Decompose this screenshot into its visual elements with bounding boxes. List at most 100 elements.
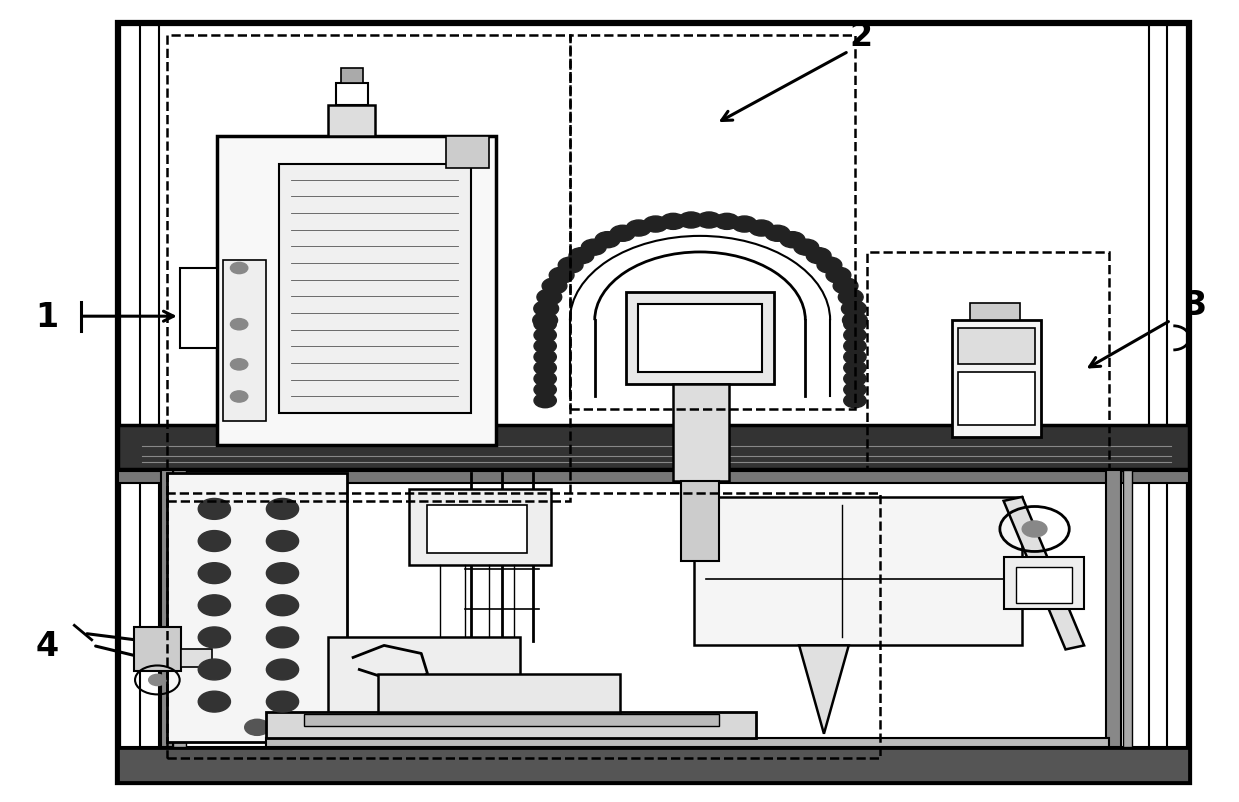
Circle shape (833, 278, 857, 294)
Circle shape (230, 263, 248, 274)
Circle shape (781, 233, 805, 249)
Bar (673, 385, 729, 481)
Bar (427, 505, 527, 553)
Circle shape (266, 563, 299, 584)
Circle shape (266, 691, 299, 712)
Circle shape (534, 301, 559, 317)
Circle shape (844, 372, 866, 387)
Circle shape (817, 257, 841, 273)
Circle shape (843, 313, 867, 329)
Bar (378, 674, 620, 712)
Bar (118, 425, 1189, 469)
Circle shape (595, 233, 620, 249)
Circle shape (839, 290, 864, 306)
Bar (180, 269, 217, 349)
Circle shape (266, 627, 299, 648)
Circle shape (844, 350, 866, 365)
Circle shape (732, 217, 757, 233)
Bar (867, 253, 1109, 469)
Circle shape (534, 361, 556, 375)
Bar (217, 136, 496, 445)
Circle shape (610, 226, 634, 242)
Bar (1123, 471, 1132, 747)
Circle shape (581, 240, 606, 256)
Circle shape (536, 290, 561, 306)
Circle shape (844, 318, 866, 332)
Bar (626, 293, 774, 385)
Circle shape (534, 383, 556, 397)
Bar (1106, 471, 1121, 747)
Circle shape (266, 595, 299, 616)
Bar (958, 329, 1035, 365)
Circle shape (198, 563, 230, 584)
Circle shape (559, 257, 584, 273)
Circle shape (1022, 521, 1047, 537)
Text: 3: 3 (1184, 288, 1207, 322)
Circle shape (245, 719, 270, 735)
Text: 4: 4 (36, 629, 58, 662)
Circle shape (549, 268, 574, 284)
Bar (173, 471, 186, 747)
Circle shape (844, 394, 866, 408)
Circle shape (534, 350, 556, 365)
Bar (266, 712, 756, 738)
Bar (134, 627, 181, 671)
Bar (304, 714, 719, 726)
Circle shape (198, 659, 230, 680)
Circle shape (534, 318, 556, 332)
Circle shape (534, 329, 556, 343)
Bar (328, 106, 375, 136)
Bar (1016, 567, 1072, 603)
Circle shape (266, 659, 299, 680)
Polygon shape (1004, 497, 1084, 650)
Bar (167, 36, 570, 501)
Bar (681, 481, 719, 561)
Circle shape (543, 278, 567, 294)
Bar (952, 321, 1041, 437)
Bar (336, 83, 368, 106)
Circle shape (715, 214, 740, 230)
Bar (570, 36, 855, 409)
Circle shape (534, 339, 556, 354)
Bar (341, 69, 363, 83)
Text: 1: 1 (36, 300, 58, 334)
Bar (328, 638, 520, 714)
Circle shape (807, 249, 831, 265)
Circle shape (844, 361, 866, 375)
Polygon shape (799, 646, 849, 734)
Bar (446, 136, 489, 168)
Bar (161, 471, 173, 747)
Circle shape (230, 319, 248, 330)
Bar (958, 373, 1035, 425)
Bar (970, 303, 1020, 321)
Circle shape (794, 240, 819, 256)
Circle shape (534, 372, 556, 387)
Circle shape (844, 329, 866, 343)
Circle shape (679, 213, 704, 229)
Bar (279, 164, 471, 413)
Circle shape (764, 226, 790, 242)
Circle shape (198, 627, 230, 648)
Circle shape (750, 221, 774, 237)
Circle shape (230, 359, 248, 371)
Circle shape (643, 217, 668, 233)
Bar (167, 473, 347, 742)
Circle shape (841, 301, 866, 317)
Bar (118, 24, 1189, 782)
Circle shape (626, 221, 650, 237)
Bar (118, 472, 1189, 484)
Bar (167, 493, 880, 758)
Bar (409, 489, 551, 565)
Bar (223, 261, 266, 421)
Circle shape (826, 268, 851, 284)
Circle shape (533, 313, 558, 329)
Circle shape (198, 499, 230, 520)
Circle shape (198, 531, 230, 552)
Circle shape (534, 394, 556, 408)
Circle shape (844, 339, 866, 354)
Circle shape (198, 595, 230, 616)
Circle shape (230, 391, 248, 403)
Circle shape (266, 531, 299, 552)
Bar (694, 497, 1022, 646)
Bar (638, 305, 762, 373)
